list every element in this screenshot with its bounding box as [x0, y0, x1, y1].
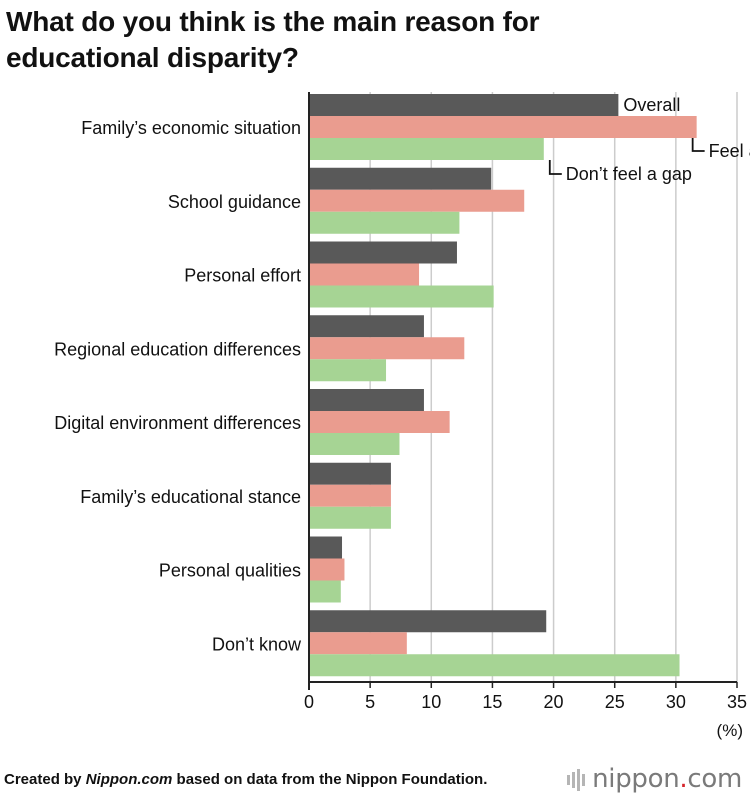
category-label: Personal qualities: [159, 561, 301, 581]
credit-source: Nippon.com: [85, 771, 173, 788]
bar-8-1: [309, 610, 547, 633]
bar-4-1: [309, 315, 424, 338]
bar-2-3: [309, 211, 460, 234]
legend-feel-gap-leader: [691, 138, 705, 152]
credit-suffix: based on data from the Nippon Foundation…: [172, 771, 488, 788]
source-credit: Created by Nippon.com based on data from…: [4, 770, 487, 790]
category-label: Digital environment differences: [54, 413, 301, 433]
bar-7-3: [309, 580, 341, 603]
brand-tld: com: [687, 764, 742, 794]
x-tick-label: 30: [666, 692, 686, 712]
x-tick-label: 15: [482, 692, 502, 712]
nippon-logo-icon: [567, 768, 586, 791]
category-label: School guidance: [168, 192, 301, 212]
chart-title: What do you think is the main reason for…: [6, 4, 736, 76]
chart-title-line-2: educational disparity?: [6, 42, 299, 73]
brand-name: nippon: [592, 764, 680, 794]
credit-prefix: Created by: [4, 771, 86, 788]
bar-chart: Family’s economic situation School guidan…: [54, 92, 750, 740]
bar-2-2: [309, 189, 525, 212]
bar-5-2: [309, 411, 450, 433]
bar-4-2: [309, 337, 465, 360]
category-label: Don’t know: [212, 634, 302, 654]
bar-4-3: [309, 359, 387, 382]
bar-3-1: [309, 241, 457, 264]
brand-dot: .: [679, 764, 688, 794]
bar-3-2: [309, 263, 420, 286]
category-label: Family’s economic situation: [81, 118, 301, 138]
x-tick-label: 20: [544, 692, 564, 712]
category-label: Family’s educational stance: [80, 487, 301, 507]
x-tick-label: 10: [421, 692, 441, 712]
bar-1-1: [309, 94, 619, 116]
x-tick-label: 35: [727, 692, 747, 712]
bar-5-1: [309, 389, 424, 411]
bar-6-3: [309, 506, 391, 529]
bar-7-1: [309, 536, 343, 559]
bar-8-3: [309, 654, 680, 677]
x-tick-label: 5: [365, 692, 375, 712]
legend-dont-feel-gap-leader: [548, 160, 562, 175]
bar-2-1: [309, 167, 492, 190]
legend-feel-gap: Feel a gap: [709, 141, 750, 161]
bar-3-3: [309, 285, 494, 308]
x-tick-label: 0: [304, 692, 314, 712]
bar-6-2: [309, 484, 391, 507]
category-label: Regional education differences: [54, 339, 301, 359]
bar-6-1: [309, 462, 391, 485]
bar-1-2: [309, 116, 697, 138]
x-axis-unit-label: (%): [717, 721, 743, 740]
legend-dont-feel-gap: Don’t feel a gap: [566, 164, 692, 184]
bar-5-3: [309, 433, 400, 455]
bar-1-3: [309, 138, 544, 160]
bar-8-2: [309, 632, 407, 655]
x-tick-label: 25: [605, 692, 625, 712]
chart-title-line-1: What do you think is the main reason for: [6, 6, 540, 37]
legend-overall: Overall: [623, 95, 680, 115]
bar-7-2: [309, 558, 345, 581]
category-label: Personal effort: [184, 266, 301, 286]
nippon-logo: nippon.com: [566, 764, 742, 794]
